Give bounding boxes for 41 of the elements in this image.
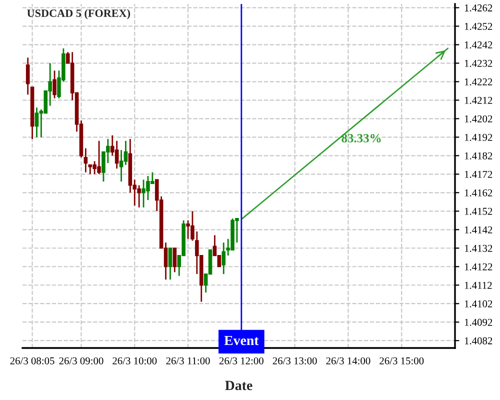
x-tick-label: 26/3 10:00: [112, 357, 157, 364]
candlestick: [124, 140, 128, 166]
x-tick-label: 26/3 13:00: [272, 357, 317, 364]
candlestick: [222, 242, 226, 275]
x-tick-label: 26/3 11:00: [166, 357, 210, 364]
y-tick-label: 1.4182: [464, 152, 492, 160]
y-tick-label: 1.4262: [464, 4, 492, 12]
y-tick-label: 1.4102: [464, 300, 492, 308]
y-tick-label: 1.4112: [464, 282, 492, 289]
y-tick-label: 1.4092: [464, 318, 492, 326]
y-tick-label: 1.4202: [464, 115, 492, 122]
y-tick-label: 1.4212: [464, 96, 492, 104]
candlestick: [84, 148, 88, 173]
y-tick-label: 1.4172: [464, 170, 492, 178]
ref-line-label: Event: [224, 336, 259, 346]
x-tick-label: 26/3 08:05: [10, 357, 54, 364]
y-tick-label: 1.4132: [464, 244, 492, 252]
x-tick-label: 26/3 09:00: [59, 357, 104, 364]
y-tick-label: 1.4192: [464, 134, 492, 141]
y-tick-label: 1.4142: [464, 226, 492, 234]
annotation: 83.33%: [342, 134, 381, 142]
candlestick: [172, 247, 177, 273]
y-tick-label: 1.4152: [464, 208, 492, 215]
x-tick-label: 26/3 15:00: [380, 357, 424, 364]
x-tick-label: 26/3 14:00: [326, 357, 370, 364]
y-tick-label: 1.4082: [464, 337, 492, 344]
chart-title: USDCAD 5 (FOREX): [27, 9, 130, 20]
x-axis-title: Date: [225, 380, 252, 390]
candlestick: [119, 149, 124, 182]
y-tick-label: 1.4232: [464, 60, 492, 67]
candlestick: [26, 56, 30, 96]
candlestick: [52, 70, 56, 100]
candlestick: [114, 140, 119, 170]
y-tick-label: 1.4242: [464, 41, 492, 48]
y-tick-label: 1.4162: [464, 189, 492, 196]
y-tick-label: 1.4252: [464, 22, 492, 30]
candlestick: [168, 247, 172, 280]
y-tick-label: 1.4222: [464, 78, 492, 86]
y-tick-label: 1.4122: [464, 263, 492, 270]
candlestick: [34, 106, 39, 138]
x-tick-label: 26/3 12:00: [219, 357, 264, 364]
